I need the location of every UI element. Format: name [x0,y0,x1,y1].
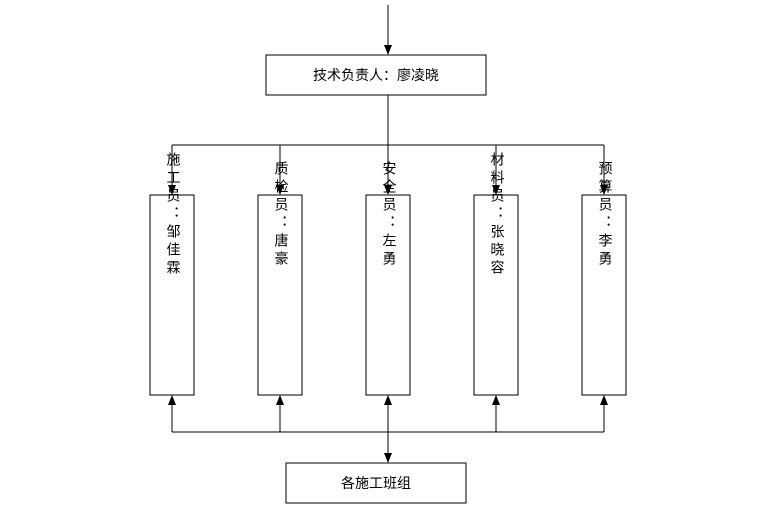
node-role-1: 施工员：邹佳霖 [150,152,194,395]
node-role-4-label: 材料员：张晓容 [489,152,505,278]
node-role-3: 安全员：左勇 [366,161,410,395]
node-tech-lead-label: 技术负责人：廖凌晓 [313,67,439,84]
node-teams-label: 各施工班组 [341,476,411,492]
node-role-5-label: 预算员：李勇 [597,161,613,269]
node-role-1-label: 施工员：邹佳霖 [165,152,181,278]
node-role-2-label: 质检员：唐豪 [273,161,289,269]
node-role-3-label: 安全员：左勇 [381,161,397,269]
node-role-5: 预算员：李勇 [582,161,626,395]
node-role-2: 质检员：唐豪 [258,161,302,395]
node-role-4: 材料员：张晓容 [474,152,518,395]
